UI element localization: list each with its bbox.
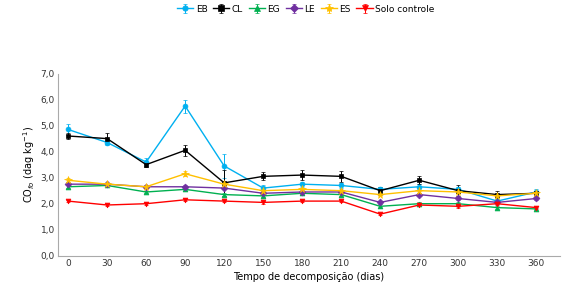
Legend: EB, CL, EG, LE, ES, Solo controle: EB, CL, EG, LE, ES, Solo controle: [177, 4, 434, 14]
X-axis label: Tempo de decomposição (dias): Tempo de decomposição (dias): [233, 272, 384, 282]
Y-axis label: CO$_{fo}$ (dag kg$^{-1}$): CO$_{fo}$ (dag kg$^{-1}$): [21, 126, 36, 203]
